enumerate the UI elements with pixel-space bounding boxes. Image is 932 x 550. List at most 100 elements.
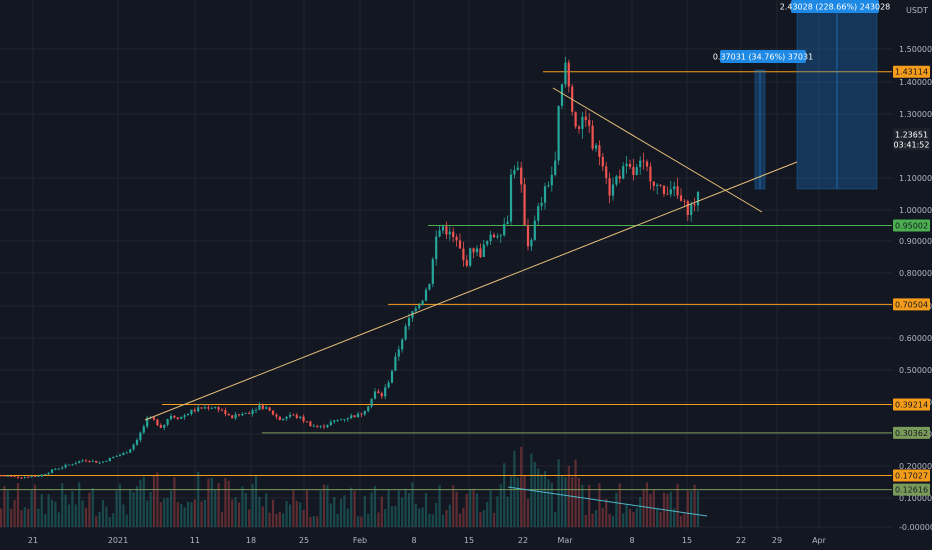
candle-body bbox=[322, 426, 326, 428]
volume-bar bbox=[458, 513, 462, 527]
volume-bar bbox=[642, 488, 645, 527]
volume-bar bbox=[156, 472, 159, 527]
volume-bar bbox=[431, 514, 434, 527]
volume-bar bbox=[316, 516, 319, 527]
candle-body bbox=[302, 416, 305, 422]
candle-body bbox=[509, 174, 513, 222]
candle-body bbox=[363, 411, 366, 415]
volume-bar bbox=[343, 495, 346, 527]
volume-bar bbox=[676, 483, 679, 527]
volume-bar bbox=[438, 485, 441, 527]
volume-bar bbox=[288, 504, 292, 527]
candle-body bbox=[132, 444, 135, 450]
candle-body bbox=[319, 426, 322, 428]
volume-bar bbox=[669, 491, 672, 527]
candle-body bbox=[367, 406, 370, 412]
price-tick-label: 0.90000 bbox=[899, 237, 932, 246]
time-axis[interactable]: 21 2021 11 18 25 Feb 8 15 22 Mar 8 15 22 29 Apr bbox=[28, 536, 827, 545]
volume-bar bbox=[200, 501, 203, 527]
volume-bar bbox=[533, 461, 536, 527]
candle-body bbox=[20, 477, 23, 479]
candle-body bbox=[452, 231, 455, 237]
candle-body bbox=[581, 116, 584, 129]
volume-bar bbox=[401, 497, 404, 527]
candle-body bbox=[180, 417, 183, 419]
candle-body bbox=[547, 185, 550, 187]
candle-body bbox=[414, 308, 417, 312]
volume-bar bbox=[10, 508, 13, 527]
volume-bar bbox=[309, 516, 312, 527]
falling-resistance-line[interactable] bbox=[552, 87, 763, 213]
volume-bar bbox=[91, 487, 94, 527]
candle-body bbox=[115, 455, 118, 457]
candle-body bbox=[448, 231, 451, 235]
candle-body bbox=[350, 415, 353, 419]
price-tags: 1.43114 0.95002 0.70504 0.39214 0.30362 0.170… bbox=[893, 65, 930, 496]
candles bbox=[0, 56, 700, 480]
volume-bar bbox=[129, 489, 132, 527]
candle-body bbox=[564, 62, 567, 85]
candle-body bbox=[523, 184, 526, 226]
candle-body bbox=[574, 111, 577, 127]
volume-bar bbox=[163, 498, 166, 527]
candle-body bbox=[550, 174, 553, 186]
volume-bar bbox=[0, 508, 3, 527]
quote-currency-label: USDT bbox=[906, 6, 928, 15]
time-tick-label: Mar bbox=[557, 536, 573, 545]
candle-body bbox=[455, 236, 458, 241]
price-level-tag bbox=[893, 398, 930, 411]
volume-bar bbox=[645, 482, 649, 527]
price-tick-label: 0.20000 bbox=[899, 462, 932, 471]
candle-body bbox=[37, 476, 40, 478]
price-level-tag bbox=[893, 483, 930, 496]
candle-body bbox=[557, 105, 560, 161]
candle-body bbox=[44, 474, 47, 475]
volume-bar bbox=[105, 506, 108, 527]
volume-bar bbox=[441, 514, 445, 527]
price-level-tag-text: 0.70504 bbox=[895, 300, 928, 309]
candle-body bbox=[285, 416, 288, 419]
candle-body bbox=[445, 226, 448, 235]
volume-bar bbox=[278, 511, 281, 527]
volume-bar bbox=[193, 499, 196, 527]
volume-bar bbox=[299, 502, 302, 527]
volume-bar bbox=[445, 510, 448, 527]
volume-bar bbox=[54, 501, 57, 527]
price-tick-label: 0.80000 bbox=[899, 269, 932, 278]
candle-body bbox=[686, 201, 689, 216]
volume-bar bbox=[411, 482, 414, 527]
volume-bar bbox=[275, 513, 278, 527]
candle-body bbox=[353, 415, 356, 418]
time-tick-label: 25 bbox=[299, 536, 309, 545]
candle-body bbox=[560, 84, 564, 106]
volume-bar bbox=[397, 490, 400, 527]
volume-bar bbox=[625, 503, 628, 527]
volume-trend-line[interactable] bbox=[507, 486, 708, 517]
volume-bar bbox=[584, 514, 587, 527]
price-level-tag bbox=[893, 219, 930, 232]
candle-body bbox=[47, 472, 50, 475]
candle-body bbox=[129, 449, 132, 453]
price-tick-label: 0.50000 bbox=[899, 366, 932, 375]
candle-body bbox=[142, 426, 145, 433]
candle-body bbox=[108, 457, 111, 462]
volume-bars bbox=[0, 446, 700, 527]
rising-support-line[interactable] bbox=[144, 161, 798, 421]
candle-body bbox=[387, 382, 390, 388]
candle-body bbox=[513, 169, 516, 175]
price-level-tag-text: 0.12616 bbox=[895, 486, 928, 495]
candle-body bbox=[122, 453, 125, 455]
candle-body bbox=[67, 464, 71, 466]
volume-bar bbox=[656, 508, 659, 527]
volume-bar bbox=[142, 476, 145, 527]
volume-bar bbox=[615, 492, 618, 527]
candle-body bbox=[418, 304, 421, 309]
volume-bar bbox=[61, 483, 64, 527]
candle-body bbox=[628, 163, 632, 167]
candle-body bbox=[163, 424, 166, 428]
measure-label-large: 2.43028 (228.66%) 243028 bbox=[780, 3, 891, 12]
volume-bar bbox=[224, 477, 227, 527]
volume-bar bbox=[254, 476, 258, 527]
volume-bar bbox=[479, 512, 482, 527]
